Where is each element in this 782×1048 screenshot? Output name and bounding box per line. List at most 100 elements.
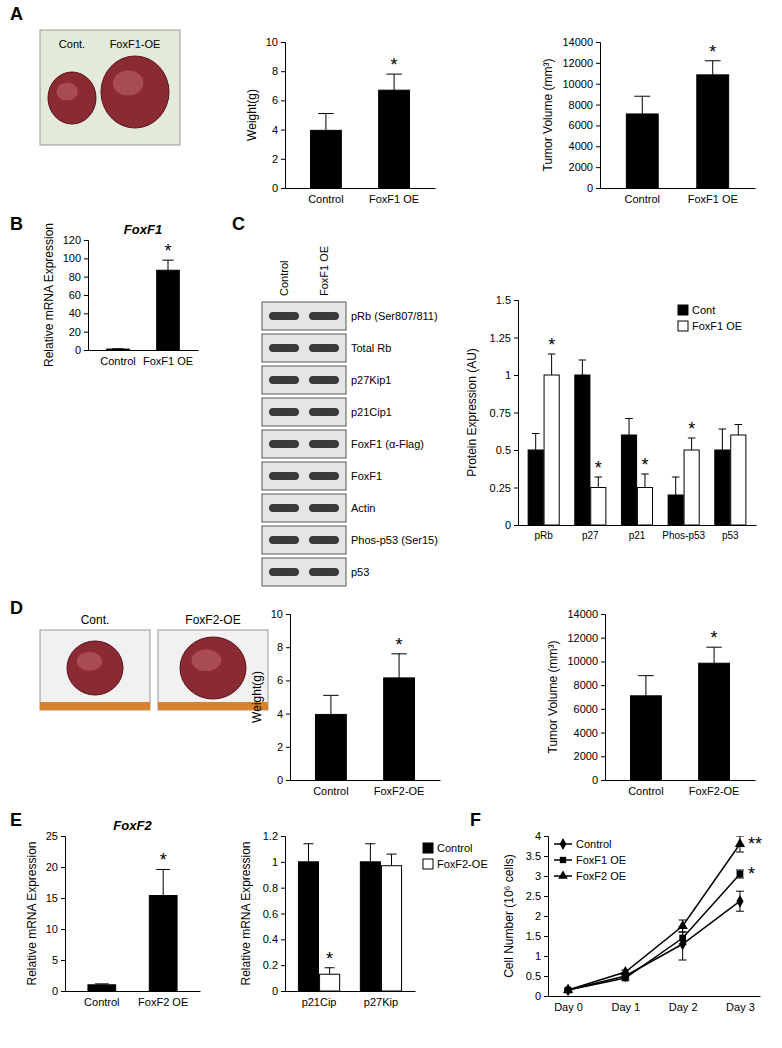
x-axis-line (519, 525, 757, 526)
error-cap (532, 433, 540, 434)
x-axis-line (606, 780, 756, 781)
y-tick-label: 6 (272, 94, 278, 106)
error-stem (722, 429, 723, 450)
legend-label: FoxF1 OE (692, 320, 742, 332)
significance-mark: * (548, 335, 555, 355)
x-axis-line (291, 780, 441, 781)
y-tick-label: 0.6 (263, 908, 278, 920)
y-tick: 100 (63, 252, 88, 264)
x-tick: Phos-p53 (662, 525, 705, 541)
y-tick: 0.75 (490, 407, 518, 419)
x-axis: pRbp27p21Phos-p53p53 (519, 525, 757, 541)
panel-label: D (10, 598, 23, 618)
y-tick-mark (61, 898, 65, 899)
bar (591, 488, 606, 526)
photo-background (40, 630, 150, 710)
bar (731, 435, 746, 525)
y-tick-label: 3.5 (526, 850, 541, 862)
y-tick: 10000 (567, 655, 605, 667)
y-tick-mark (514, 300, 518, 301)
error-bar (162, 260, 173, 270)
y-tick: 4 (277, 708, 290, 720)
y-tick-mark (61, 836, 65, 837)
y-tick-label: 0.4 (263, 933, 278, 945)
error-stem (551, 354, 552, 375)
error-bar (391, 654, 406, 678)
blot-strip (262, 494, 346, 522)
y-tick: 1 (505, 369, 518, 381)
chart-title: FoxF1 (124, 222, 162, 237)
y-tick: 14000 (562, 36, 600, 48)
y-tick: 1.5 (526, 930, 548, 942)
blot-band (309, 440, 339, 448)
error-cap (638, 675, 653, 676)
y-tick-label: 120 (63, 234, 81, 246)
error-stem (168, 260, 169, 270)
x-tick-label: FoxF1 OE (143, 355, 193, 367)
x-tick-label: FoxF1 OE (369, 193, 419, 205)
y-tick-mark (601, 709, 605, 710)
error-stem (391, 854, 392, 866)
legend: ControlFoxF2-OE (423, 842, 488, 870)
error-cap (387, 854, 397, 855)
bar (528, 450, 543, 525)
error-cap (679, 944, 687, 945)
x-tick-label: p53 (722, 530, 739, 541)
marker (737, 871, 744, 878)
y-tick-mark (544, 896, 548, 897)
error-stem (399, 654, 400, 678)
y-tick-label: 0 (75, 344, 81, 356)
y-tick-label: 12000 (567, 632, 598, 644)
marker (735, 838, 745, 847)
error-stem (582, 360, 583, 375)
significance-mark: * (748, 864, 755, 884)
x-tick: Control (84, 991, 119, 1008)
blot-band (269, 504, 299, 512)
y-tick-mark (281, 100, 285, 101)
y-tick-mark (281, 836, 285, 837)
x-tick: Day 0 (554, 996, 583, 1013)
error-stem (325, 114, 326, 131)
y-tick-mark (544, 876, 548, 877)
y-axis: 00.250.50.7511.251.5 (490, 294, 519, 531)
blot-band (309, 504, 339, 512)
x-tick-label: p21 (629, 530, 646, 541)
y-tick-label: 4 (272, 124, 278, 136)
bar (621, 435, 636, 525)
y-tick: 4 (272, 124, 285, 136)
y-tick-mark (544, 836, 548, 837)
blot-band (269, 536, 299, 544)
x-tick: FoxF1 OE (143, 350, 193, 367)
error-bar (387, 854, 397, 866)
legend-marker (560, 857, 566, 863)
y-tick: 12000 (562, 57, 600, 69)
y-tick-label: 0.8 (263, 882, 278, 894)
chart-title: FoxF2 (113, 818, 152, 833)
y-tick-mark (84, 277, 88, 278)
error-stem (370, 844, 371, 862)
significance-mark: * (164, 241, 171, 261)
x-tick: Day 3 (726, 996, 755, 1013)
error-bar (634, 96, 650, 114)
annotations: * (709, 42, 716, 62)
error-stem (675, 477, 676, 495)
y-axis: 0510152025 (46, 830, 66, 997)
y-axis: 0246810 (271, 608, 291, 786)
y-tick: 15 (46, 892, 65, 904)
error-bar (625, 419, 633, 436)
bar (575, 375, 590, 525)
blot-strip (262, 558, 346, 586)
photo-ruler (40, 702, 150, 710)
y-tick-label: 10 (271, 608, 283, 620)
y-tick-mark (84, 295, 88, 296)
error-bar (303, 844, 313, 862)
x-axis-line (549, 996, 761, 997)
y-tick-label: 10 (266, 36, 278, 48)
y-tick-mark (601, 733, 605, 734)
legend-marker (560, 838, 567, 850)
y-tick-label: 2 (535, 910, 541, 922)
y-tick-label: 14000 (567, 608, 598, 620)
chart: ****00.250.50.7511.251.5Protein Expressi… (465, 294, 757, 541)
x-tick: pRb (534, 525, 553, 541)
blot-band (269, 344, 299, 352)
